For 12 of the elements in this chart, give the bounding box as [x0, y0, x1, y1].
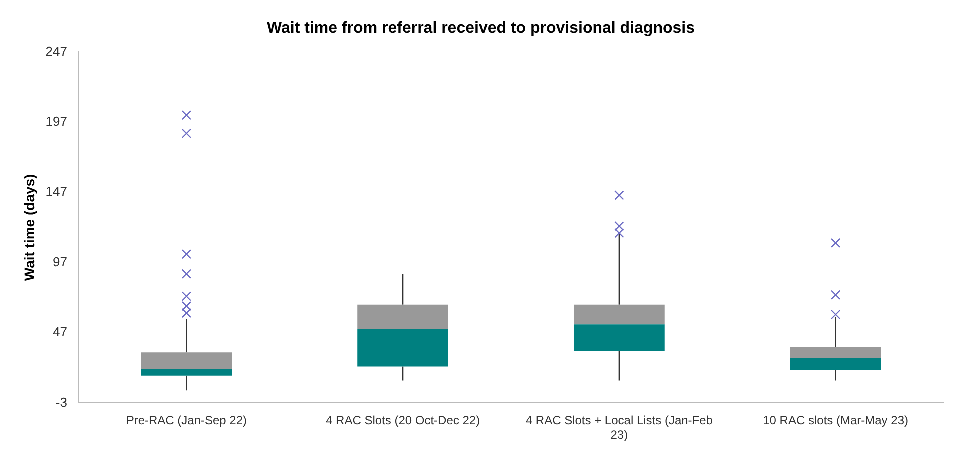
x-tick-label: 4 RAC Slots + Local Lists (Jan-Feb 23): [526, 414, 714, 442]
y-tick-label: -3: [56, 394, 68, 410]
chart-title: Wait time from referral received to provisional diagnosis: [267, 20, 696, 38]
x-tick-label: 4 RAC Slots (20 Oct-Dec 22): [326, 414, 480, 428]
y-tick-label: 197: [46, 114, 68, 129]
y-axis-title: Wait time (days): [21, 174, 38, 282]
y-tick-label: 97: [53, 254, 68, 270]
y-tick-label: 247: [46, 44, 68, 59]
x-tick-label: 10 RAC slots (Mar-May 23): [763, 414, 908, 428]
x-tick-label: Pre-RAC (Jan-Sep 22): [126, 414, 248, 428]
y-tick-label: 147: [46, 184, 68, 200]
y-tick-label: 47: [53, 324, 68, 340]
